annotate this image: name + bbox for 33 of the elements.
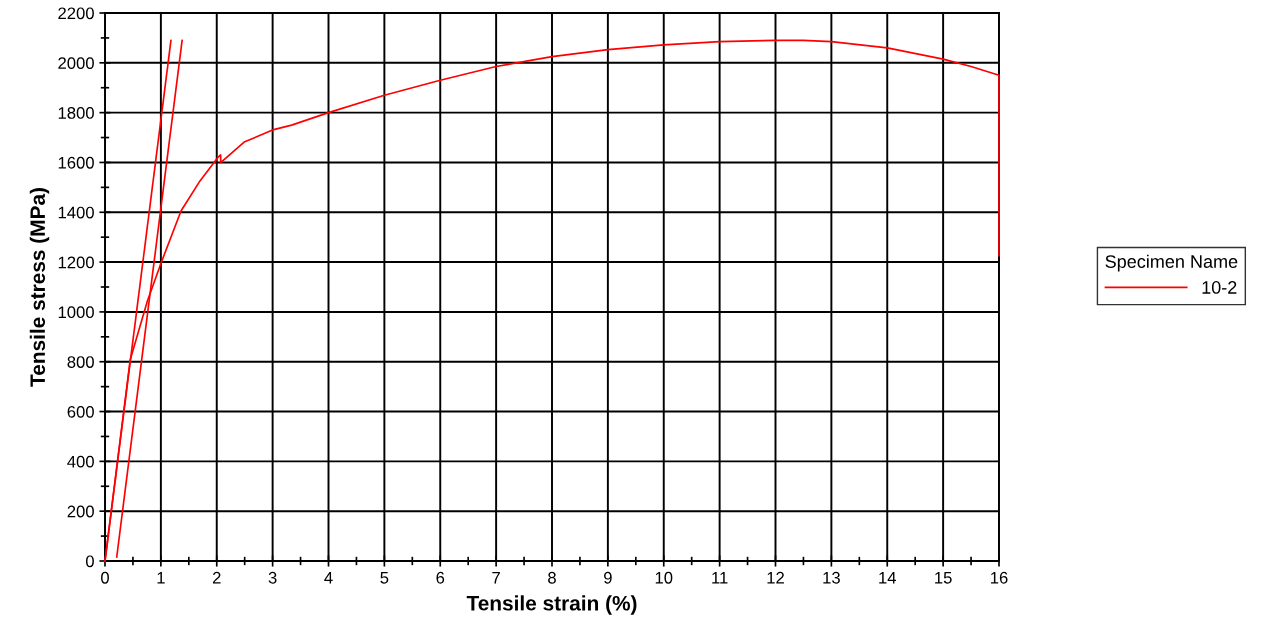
y-tick-label: 0 (85, 555, 94, 568)
legend-title: Specimen Name (1105, 254, 1238, 272)
x-tick-label: 6 (436, 571, 445, 584)
x-tick-label: 10 (655, 571, 673, 584)
x-tick-label: 5 (380, 572, 389, 584)
y-tick-label: 2200 (58, 7, 94, 20)
y-tick-label: 600 (67, 405, 94, 418)
x-tick-label: 7 (492, 572, 500, 584)
x-tick-label: 3 (268, 571, 277, 584)
x-tick-label: 15 (935, 572, 952, 584)
legend-label: 10-2 (1202, 281, 1237, 294)
x-tick-label: 2 (212, 571, 221, 584)
x-tick-label: 4 (324, 572, 333, 584)
y-tick-label: 400 (67, 455, 94, 468)
x-tick-label: 0 (101, 571, 109, 584)
y-tick-label: 1400 (58, 206, 94, 219)
y-tick-label: 1600 (58, 156, 94, 169)
y-tick-label: 200 (67, 505, 94, 518)
y-tick-label: 1000 (58, 306, 94, 319)
x-tick-label: 1 (157, 572, 165, 584)
y-tick-label: 1200 (58, 256, 94, 269)
x-tick-label: 13 (823, 571, 840, 584)
x-tick-label: 12 (767, 571, 784, 584)
x-tick-label: 14 (879, 572, 897, 584)
y-tick-label: 800 (67, 356, 94, 368)
x-tick-label: 8 (548, 571, 556, 584)
x-tick-label: 11 (712, 572, 728, 584)
x-axis-title: Tensile strain (%) (466, 595, 637, 615)
x-tick-label: 9 (604, 571, 612, 584)
y-tick-label: 1800 (58, 107, 94, 119)
y-axis-title: Tensile stress (MPa) (29, 188, 50, 387)
x-tick-label: 16 (991, 571, 1008, 584)
y-tick-label: 2000 (58, 57, 94, 70)
